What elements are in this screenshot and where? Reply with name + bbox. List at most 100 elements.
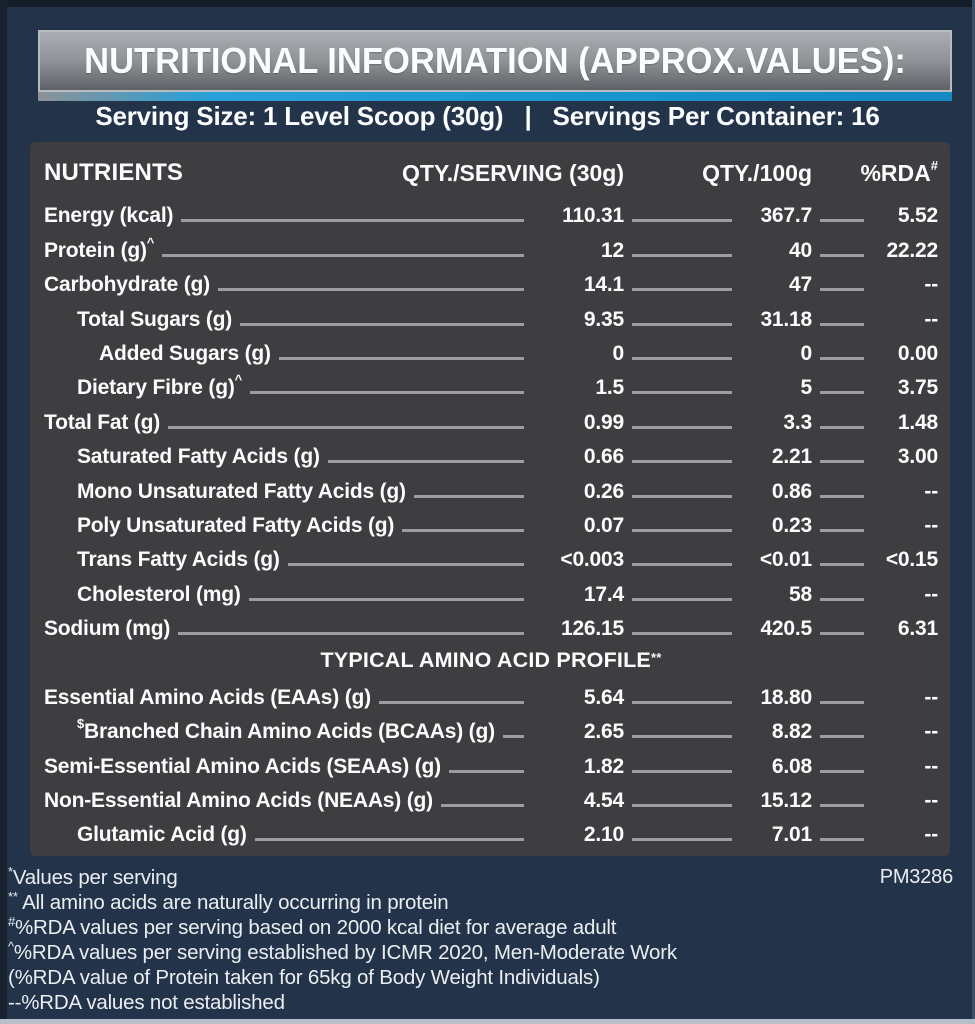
photo-edge-bottom <box>0 1019 975 1024</box>
qty-serving-value: 0 <box>612 341 625 365</box>
table-row: Energy (kcal) 110.31 367.7 5.52 <box>44 196 938 230</box>
nutrient-label-text: Total Sugars (g) <box>77 307 233 331</box>
nutrient-label-text: Branched Chain Amino Acids (BCAAs) (g) <box>84 720 495 744</box>
footnote-marker: * <box>8 864 13 880</box>
table-row: Total Fat (g) 0.99 3.3 1.48 <box>44 402 938 436</box>
column-header-rda: %RDA# <box>860 157 938 186</box>
table-row: Trans Fatty Acids (g) <0.003 <0.01 <0.15 <box>44 540 938 574</box>
table-body: Energy (kcal) 110.31 367.7 5.52 Protein (g)^… <box>44 196 938 849</box>
table-row: Semi-Essential Amino Acids (SEAAs) (g) 1.… <box>44 746 938 780</box>
leader-line <box>278 356 524 360</box>
leader-line <box>402 528 524 532</box>
qty-100g-value: 8.82 <box>771 720 812 744</box>
leader-line <box>413 494 524 498</box>
qty-100g-value: 367.7 <box>760 204 812 228</box>
table-row: Total Sugars (g) 9.35 31.18 -- <box>44 299 938 333</box>
leader-line <box>632 528 732 532</box>
nutrient-label: Protein (g)^ <box>44 236 154 265</box>
leader-line <box>820 700 864 704</box>
rda-value: -- <box>924 513 938 537</box>
table-row: $Branched Chain Amino Acids (BCAAs) (g) 2… <box>44 712 938 746</box>
column-header-qty-serving: QTY./SERVING (30g) <box>402 159 624 186</box>
nutrient-label: Semi-Essential Amino Acids (SEAAs) (g) <box>44 752 441 781</box>
qty-100g-value: <0.01 <box>759 548 812 572</box>
qty-serving-value: 2.65 <box>583 720 624 744</box>
rda-value: -- <box>924 685 938 709</box>
leader-line <box>820 562 864 567</box>
serving-separator: | <box>524 101 532 131</box>
nutrient-label-text: Dietary Fibre (g) <box>77 376 235 400</box>
nutrient-label-text: Protein (g) <box>44 238 147 262</box>
nutrient-label: Total Fat (g) <box>44 408 160 437</box>
qty-serving-value: <0.003 <box>560 548 624 572</box>
leader-line <box>820 528 864 532</box>
nutrient-label-text: Poly Unsaturated Fatty Acids (g) <box>77 513 395 537</box>
footnotes-list: *Values per serving PM3286 ** All amino ac… <box>8 865 953 1015</box>
rda-value: -- <box>924 754 938 778</box>
footnote-text: ^%RDA values per serving established by … <box>8 939 677 964</box>
nutrient-label: Non-Essential Amino Acids (NEAAs) (g) <box>44 786 433 815</box>
photo-edge-right <box>972 0 975 1024</box>
title-accent-line <box>38 92 952 101</box>
table-row: Mono Unsaturated Fatty Acids (g) 0.26 0.86… <box>44 471 938 505</box>
nutrient-label-text: Energy (kcal) <box>44 204 174 228</box>
nutrient-label: Dietary Fibre (g)^ <box>44 373 242 402</box>
footnote-line: *Values per serving PM3286 <box>8 865 953 890</box>
rda-value: -- <box>924 307 938 331</box>
nutrient-label: Sodium (mg) <box>44 614 170 643</box>
qty-serving-value: 1.82 <box>583 754 624 778</box>
leader-line <box>217 287 524 292</box>
qty-serving-value: 1.5 <box>595 376 624 400</box>
leader-line <box>632 253 732 257</box>
photo-edge-top <box>0 0 975 7</box>
qty-100g-value: 31.18 <box>760 307 812 331</box>
qty-serving-value: 5.64 <box>583 685 624 709</box>
table-row: Dietary Fibre (g)^ 1.5 5 3.75 <box>44 368 938 402</box>
leader-line <box>632 803 732 808</box>
leader-line <box>248 597 524 601</box>
nutrition-table: NUTRIENTS QTY./SERVING (30g) QTY./100g %… <box>30 142 950 856</box>
photo-edge-left <box>0 0 7 1024</box>
rda-value: 0.00 <box>897 341 938 365</box>
rda-value: -- <box>924 789 938 813</box>
table-row: Non-Essential Amino Acids (NEAAs) (g) 4.5… <box>44 781 938 815</box>
leader-line <box>632 425 732 429</box>
footnote-text: ** All amino acids are naturally occurri… <box>8 889 449 914</box>
qty-100g-value: 0.23 <box>771 513 812 537</box>
leader-line <box>632 562 732 567</box>
qty-100g-value: 18.80 <box>760 685 812 709</box>
column-header-qty-100g: QTY./100g <box>702 159 812 186</box>
leader-line <box>240 322 524 326</box>
leader-line <box>632 769 732 773</box>
table-row: Saturated Fatty Acids (g) 0.66 2.21 3.00 <box>44 437 938 471</box>
rda-value: 3.00 <box>897 445 938 469</box>
rda-value: 22.22 <box>886 238 938 262</box>
nutrient-label: $Branched Chain Amino Acids (BCAAs) (g) <box>44 717 495 746</box>
qty-100g-value: 40 <box>789 238 812 262</box>
leader-line <box>181 218 524 223</box>
nutrient-label-text: Carbohydrate (g) <box>44 273 210 297</box>
nutrient-label: Carbohydrate (g) <box>44 270 210 299</box>
table-row: Glutamic Acid (g) 2.10 7.01 -- <box>44 815 938 849</box>
leader-line <box>820 356 864 360</box>
leader-line <box>632 494 732 498</box>
label-superscript-prefix: $ <box>77 716 85 732</box>
qty-100g-value: 58 <box>789 582 812 606</box>
leader-line <box>632 287 732 292</box>
leader-line <box>820 734 864 739</box>
leader-line <box>327 459 524 464</box>
rda-value: <0.15 <box>885 548 938 572</box>
leader-line <box>820 459 864 464</box>
qty-serving-value: 0.26 <box>583 479 624 503</box>
leader-line <box>820 253 864 257</box>
leader-line <box>440 803 524 808</box>
nutrient-label: Poly Unsaturated Fatty Acids (g) <box>44 511 394 540</box>
rda-value: -- <box>924 582 938 606</box>
rda-value: 1.48 <box>897 410 938 434</box>
nutrient-label-text: Trans Fatty Acids (g) <box>77 548 280 572</box>
leader-line <box>178 631 524 636</box>
rda-value: -- <box>924 823 938 847</box>
leader-line <box>820 803 864 808</box>
qty-serving-value: 17.4 <box>583 582 624 606</box>
